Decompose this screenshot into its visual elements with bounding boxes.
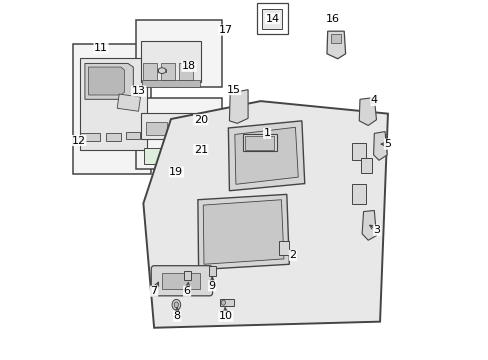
Polygon shape (88, 67, 124, 95)
Bar (183, 271, 191, 280)
Polygon shape (203, 200, 284, 264)
Text: 1: 1 (263, 129, 270, 138)
Polygon shape (85, 63, 133, 99)
Bar (117, 94, 140, 111)
Ellipse shape (221, 300, 225, 305)
Bar (278, 241, 288, 255)
Bar (242, 134, 276, 151)
Text: 10: 10 (219, 311, 232, 321)
Bar (262, 9, 282, 30)
Bar (257, 3, 287, 34)
Text: 16: 16 (325, 14, 339, 24)
Bar (136, 98, 222, 168)
Polygon shape (143, 101, 387, 328)
Polygon shape (80, 58, 147, 149)
Text: 15: 15 (226, 85, 240, 95)
Polygon shape (198, 194, 289, 270)
Bar (330, 34, 341, 43)
Text: 3: 3 (373, 225, 380, 235)
Text: 14: 14 (265, 14, 279, 24)
FancyBboxPatch shape (151, 266, 212, 296)
Bar (162, 273, 199, 289)
Text: 13: 13 (131, 86, 145, 96)
Bar (73, 44, 150, 174)
Polygon shape (362, 211, 376, 240)
Text: 6: 6 (183, 286, 190, 296)
Bar (220, 299, 233, 306)
Bar (140, 113, 203, 139)
Bar (80, 133, 100, 140)
Polygon shape (373, 132, 386, 160)
Ellipse shape (172, 300, 180, 310)
Bar (352, 184, 366, 204)
Bar (352, 143, 366, 160)
Bar (244, 136, 273, 149)
Bar (172, 122, 192, 135)
Bar (106, 133, 121, 140)
Bar (360, 158, 371, 173)
Text: 9: 9 (208, 281, 215, 291)
Text: 4: 4 (370, 95, 377, 105)
Text: 5: 5 (384, 139, 390, 149)
Bar (136, 21, 222, 87)
Bar (145, 122, 166, 135)
Text: 7: 7 (150, 286, 157, 296)
Text: 12: 12 (72, 136, 86, 145)
Ellipse shape (158, 68, 165, 73)
Ellipse shape (174, 302, 178, 308)
Bar (140, 41, 201, 82)
Polygon shape (229, 90, 247, 123)
Polygon shape (234, 127, 298, 184)
Polygon shape (359, 98, 376, 126)
Text: 18: 18 (182, 61, 196, 71)
Text: 20: 20 (193, 115, 207, 125)
Bar (126, 132, 140, 139)
Text: 2: 2 (289, 250, 296, 260)
Text: 21: 21 (193, 144, 207, 154)
Bar (179, 63, 192, 80)
Text: 17: 17 (218, 25, 232, 35)
Polygon shape (326, 31, 345, 59)
Bar (161, 63, 175, 80)
Text: 8: 8 (173, 311, 180, 321)
Bar (208, 266, 215, 276)
Bar (142, 80, 200, 87)
Bar (143, 63, 157, 80)
Text: 11: 11 (94, 44, 108, 53)
Bar (144, 148, 194, 164)
Text: 19: 19 (169, 167, 183, 177)
Polygon shape (228, 121, 304, 191)
